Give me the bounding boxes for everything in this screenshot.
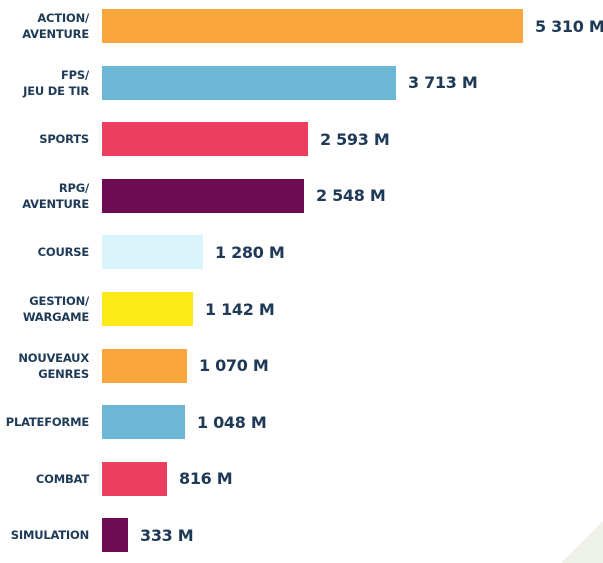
- bar-row: COMBAT 816 M: [0, 455, 603, 503]
- bar: [102, 65, 396, 100]
- category-label: SPORTS: [39, 132, 89, 147]
- value-label: 3 713 M: [408, 73, 478, 93]
- category-label: COURSE: [37, 245, 90, 260]
- value-label: 5 310 M: [535, 16, 603, 36]
- category-label: RPG/ AVENTURE: [22, 180, 89, 211]
- bar: [102, 405, 185, 440]
- value-label: 2 548 M: [316, 186, 386, 206]
- value-label: 1 142 M: [205, 299, 275, 319]
- value-label: 1 048 M: [197, 412, 267, 432]
- value-label: 1 280 M: [215, 242, 285, 262]
- bar: [102, 292, 193, 326]
- bar-row: ACTION/ AVENTURE 5 310 M: [0, 2, 603, 50]
- bar-row: NOUVEAUX GENRES 1 070 M: [0, 342, 603, 390]
- bar: [102, 461, 167, 496]
- value-label: 816 M: [179, 469, 233, 489]
- bar-row: SPORTS 2 593 M: [0, 115, 603, 163]
- category-label: SIMULATION: [10, 528, 89, 543]
- bar: [102, 122, 308, 157]
- bar-row: RPG/ AVENTURE 2 548 M: [0, 172, 603, 220]
- category-label: FPS/ JEU DE TIR: [23, 67, 89, 98]
- bar-row: PLATEFORME 1 048 M: [0, 398, 603, 446]
- bar: [102, 9, 523, 43]
- bar-row: GESTION/ WARGAME 1 142 M: [0, 285, 603, 333]
- value-label: 333 M: [140, 525, 194, 545]
- page-fold-corner: [561, 521, 603, 563]
- category-label: COMBAT: [35, 471, 89, 486]
- value-label: 2 593 M: [320, 129, 390, 149]
- bar-row: COURSE 1 280 M: [0, 228, 603, 276]
- category-label: GESTION/ WARGAME: [22, 294, 89, 324]
- category-label: ACTION/ AVENTURE: [22, 11, 89, 41]
- value-label: 1 070 M: [199, 356, 269, 376]
- bar: [102, 348, 187, 383]
- bar: [102, 178, 304, 213]
- bar-row: FPS/ JEU DE TIR 3 713 M: [0, 59, 603, 107]
- category-label: NOUVEAUX GENRES: [18, 350, 89, 381]
- bar-row: SIMULATION 333 M: [0, 511, 603, 559]
- bar: [102, 518, 128, 553]
- category-label: PLATEFORME: [5, 415, 89, 430]
- bar: [102, 235, 203, 270]
